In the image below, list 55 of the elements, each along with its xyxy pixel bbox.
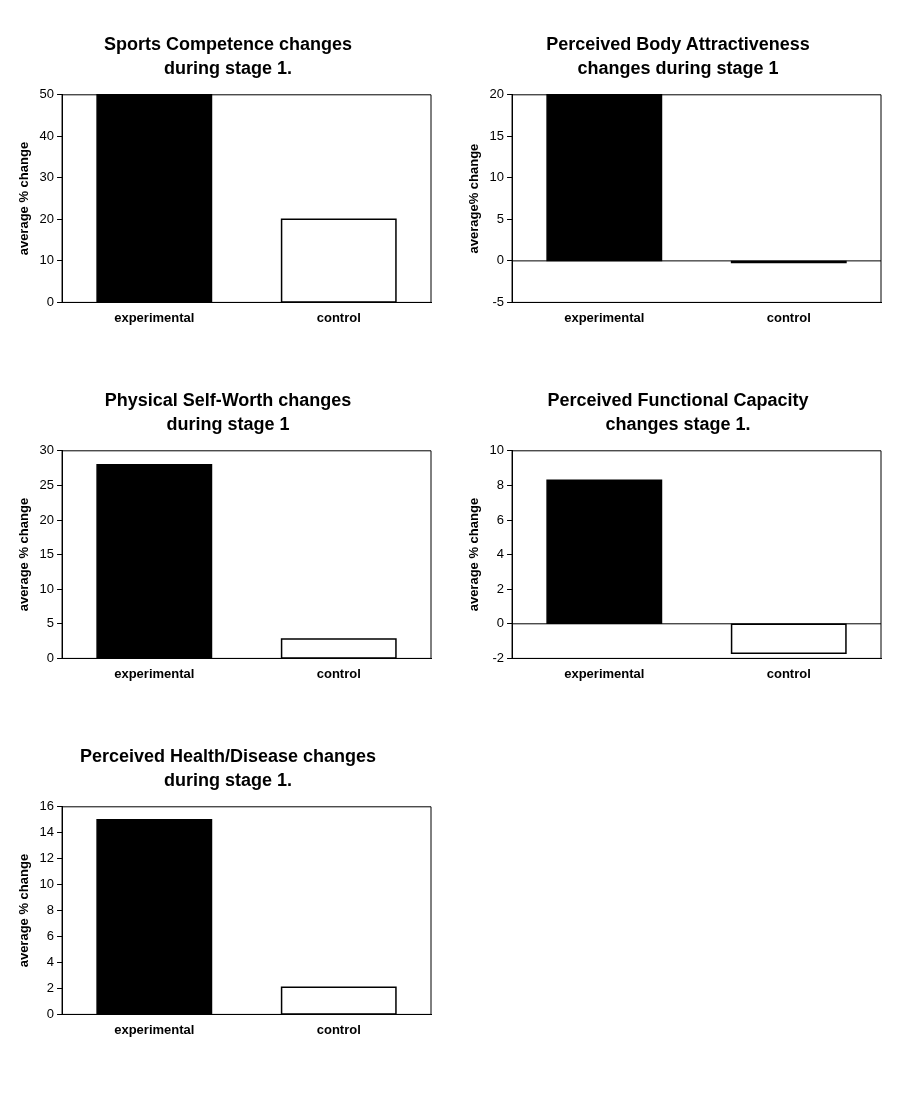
y-tick-label: 5 bbox=[46, 615, 55, 631]
x-tick-label: experimental bbox=[564, 665, 645, 681]
y-tick-label: 6 bbox=[46, 928, 55, 944]
y-tick-label: 10 bbox=[39, 876, 55, 892]
x-tick-label: control bbox=[316, 309, 361, 325]
y-tick-label: 2 bbox=[496, 580, 505, 596]
y-tick-label: 10 bbox=[489, 442, 505, 458]
y-tick-label: 0 bbox=[46, 1005, 55, 1021]
y-tick-label: 20 bbox=[39, 511, 55, 527]
y-tick-label: 12 bbox=[39, 850, 55, 866]
y-tick-label: 10 bbox=[39, 580, 55, 596]
y-tick-label: 0 bbox=[496, 615, 505, 631]
y-axis-title: average % change bbox=[16, 497, 32, 612]
y-axis-title: average % change bbox=[16, 141, 32, 256]
y-tick-label: 15 bbox=[39, 546, 55, 562]
y-tick-label: 15 bbox=[489, 127, 505, 143]
chart-title: Perceived Functional Capacity changes stage 1. bbox=[546, 389, 810, 436]
chart-title: Physical Self-Worth changes during stage 1 bbox=[103, 389, 353, 436]
y-tick-label: 50 bbox=[39, 86, 55, 102]
y-tick-label: 16 bbox=[39, 798, 55, 814]
y-tick-label: 0 bbox=[46, 649, 55, 665]
y-tick-label: 14 bbox=[39, 824, 55, 840]
x-tick-label: control bbox=[766, 665, 811, 681]
y-axis-title: average% change bbox=[466, 143, 482, 254]
y-tick-label: 30 bbox=[39, 442, 55, 458]
chart-title: Perceived Health/Disease changes during stage 1. bbox=[78, 745, 378, 792]
chart-title: Sports Competence changes during stage 1. bbox=[102, 33, 354, 80]
y-tick-label: 5 bbox=[496, 210, 505, 226]
y-tick-label: -5 bbox=[492, 293, 505, 309]
y-axis-title: average % change bbox=[466, 497, 482, 612]
y-tick-label: 2 bbox=[46, 980, 55, 996]
y-tick-label: 20 bbox=[39, 210, 55, 226]
y-tick-label: 20 bbox=[489, 86, 505, 102]
y-tick-label: 4 bbox=[46, 954, 55, 970]
y-tick-label: 10 bbox=[489, 169, 505, 185]
y-tick-label: 4 bbox=[496, 546, 505, 562]
y-tick-label: 8 bbox=[46, 902, 55, 918]
x-tick-label: experimental bbox=[564, 309, 645, 325]
y-tick-label: 25 bbox=[39, 476, 55, 492]
x-tick-label: control bbox=[766, 309, 811, 325]
y-tick-label: 8 bbox=[496, 476, 505, 492]
x-tick-label: experimental bbox=[114, 1021, 195, 1037]
y-tick-label: 30 bbox=[39, 169, 55, 185]
y-tick-label: 40 bbox=[39, 127, 55, 143]
chart-title: Perceived Body Attractiveness changes during stage 1 bbox=[545, 33, 811, 80]
y-tick-label: -2 bbox=[492, 649, 505, 665]
y-tick-label: 0 bbox=[46, 293, 55, 309]
y-tick-label: 10 bbox=[39, 252, 55, 268]
y-axis-title: average % change bbox=[16, 853, 32, 968]
y-tick-label: 0 bbox=[496, 252, 505, 268]
x-tick-label: control bbox=[316, 665, 361, 681]
x-tick-label: control bbox=[316, 1021, 361, 1037]
y-tick-label: 6 bbox=[496, 511, 505, 527]
x-tick-label: experimental bbox=[114, 665, 195, 681]
x-tick-label: experimental bbox=[114, 309, 195, 325]
